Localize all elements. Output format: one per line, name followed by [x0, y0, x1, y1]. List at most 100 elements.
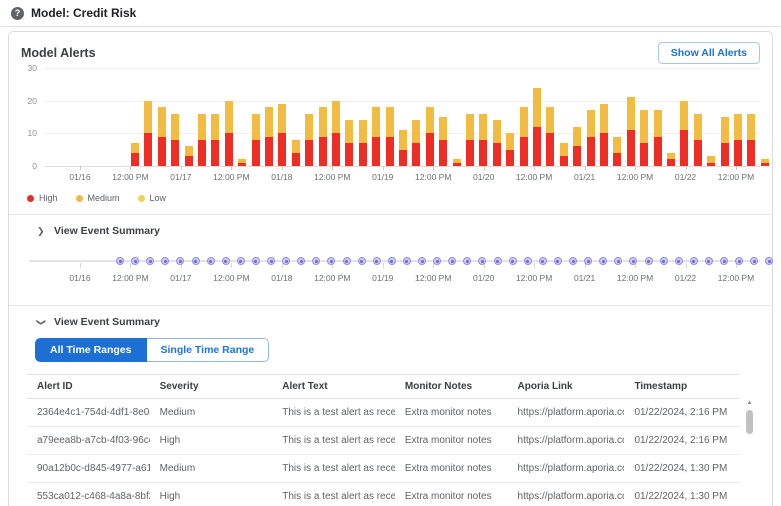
event-dot[interactable] [463, 257, 472, 265]
event-dot[interactable] [418, 257, 426, 265]
event-dot[interactable] [478, 257, 487, 265]
stacked-bar[interactable] [251, 113, 260, 166]
cell-aporia-link[interactable]: https://platform.aporia.com/acc [507, 454, 625, 483]
event-dot[interactable] [267, 257, 275, 265]
stacked-bar[interactable] [452, 159, 461, 166]
stacked-bar[interactable] [747, 113, 756, 166]
stacked-bar[interactable] [667, 152, 675, 166]
event-dot[interactable] [312, 257, 321, 265]
stacked-bar[interactable] [479, 113, 488, 166]
stacked-bar[interactable] [613, 136, 622, 166]
table-row[interactable]: 553ca012-c468-4a8a-8bf2-a367aHighThis is… [27, 482, 740, 506]
cell-aporia-link[interactable]: https://platform.aporia.com/acc [507, 482, 625, 506]
stacked-bar[interactable] [559, 143, 568, 166]
event-dot[interactable] [402, 257, 411, 265]
event-dot[interactable] [236, 257, 245, 265]
stacked-bar[interactable] [171, 113, 180, 166]
view-event-summary-collapsed-header[interactable]: ❯ View Event Summary [21, 215, 760, 243]
stacked-bar[interactable] [358, 120, 367, 166]
event-dot[interactable] [599, 257, 608, 265]
help-icon[interactable]: ? [11, 6, 24, 20]
event-dot[interactable] [161, 257, 170, 265]
table-scrollbar[interactable]: ▲ ▼ [745, 400, 754, 506]
cell-aporia-link[interactable]: https://platform.aporia.com/acc [507, 398, 625, 427]
stacked-bar[interactable] [720, 117, 729, 166]
event-dot[interactable] [614, 257, 623, 265]
table-row[interactable]: 2364e4c1-754d-4df1-8e0d-3bdatMediumThis … [27, 398, 740, 427]
stacked-bar[interactable] [265, 107, 273, 166]
stacked-bar[interactable] [492, 120, 501, 166]
stacked-bar[interactable] [345, 120, 354, 166]
event-dot[interactable] [282, 257, 291, 265]
stacked-bar[interactable] [425, 107, 434, 166]
event-dot[interactable] [674, 257, 683, 265]
view-event-summary-expanded-header[interactable]: ❯ View Event Summary [21, 306, 760, 334]
stacked-bar[interactable] [506, 133, 515, 166]
stacked-bar[interactable] [399, 130, 407, 166]
stacked-bar[interactable] [626, 97, 635, 166]
cell-aporia-link[interactable]: https://platform.aporia.com/acc [507, 426, 625, 455]
event-dot[interactable] [146, 257, 155, 265]
stacked-bar[interactable] [157, 107, 166, 166]
event-dot[interactable] [221, 257, 230, 265]
event-dot[interactable] [659, 257, 668, 265]
event-dot[interactable] [357, 257, 366, 265]
scrollbar-thumb[interactable] [746, 410, 753, 434]
stacked-bar[interactable] [385, 107, 394, 166]
stacked-bar[interactable] [224, 100, 233, 166]
event-dot[interactable] [297, 257, 306, 265]
stacked-bar[interactable] [305, 113, 314, 166]
event-dot[interactable] [644, 257, 653, 265]
event-dot[interactable] [629, 257, 638, 265]
stacked-bar[interactable] [144, 100, 153, 166]
event-dot[interactable] [720, 257, 728, 265]
event-dot[interactable] [206, 257, 215, 265]
event-dot[interactable] [433, 257, 442, 265]
event-dot[interactable] [448, 257, 457, 265]
stacked-bar[interactable] [734, 113, 742, 166]
event-dot[interactable] [131, 257, 140, 265]
stacked-bar[interactable] [586, 110, 595, 166]
event-dot[interactable] [750, 257, 759, 265]
stacked-bar[interactable] [332, 100, 340, 166]
stacked-bar[interactable] [519, 107, 528, 166]
tab-all-time-ranges[interactable]: All Time Ranges [35, 338, 147, 362]
event-dot[interactable] [508, 257, 517, 265]
stacked-bar[interactable] [760, 159, 769, 166]
event-dot[interactable] [493, 257, 502, 265]
stacked-bar[interactable] [238, 159, 247, 166]
event-dot[interactable] [689, 257, 698, 265]
stacked-bar[interactable] [278, 103, 287, 166]
event-dot[interactable] [553, 257, 562, 265]
show-all-alerts-button[interactable]: Show All Alerts [657, 41, 760, 64]
stacked-bar[interactable] [653, 110, 662, 166]
event-dot[interactable] [327, 257, 336, 265]
tab-single-time-range[interactable]: Single Time Range [146, 338, 270, 362]
stacked-bar[interactable] [466, 113, 474, 166]
stacked-bar[interactable] [600, 103, 608, 166]
event-dot[interactable] [176, 257, 185, 265]
scroll-up-icon[interactable]: ▲ [746, 400, 753, 406]
stacked-bar[interactable] [372, 107, 381, 166]
event-dot[interactable] [704, 257, 713, 265]
stacked-bar[interactable] [318, 107, 327, 166]
stacked-bar[interactable] [439, 117, 448, 166]
stacked-bar[interactable] [211, 113, 220, 166]
event-dot[interactable] [191, 257, 200, 265]
stacked-bar[interactable] [693, 113, 702, 166]
event-dot[interactable] [569, 257, 577, 265]
event-dot[interactable] [735, 257, 744, 265]
stacked-bar[interactable] [680, 100, 689, 166]
table-row[interactable]: 90a12b0c-d845-4977-a614-037aMediumThis i… [27, 454, 740, 483]
event-dot[interactable] [342, 257, 351, 265]
event-dot[interactable] [251, 257, 260, 265]
event-dot[interactable] [523, 257, 532, 265]
stacked-bar[interactable] [131, 143, 139, 166]
event-dot[interactable] [538, 257, 547, 265]
table-row[interactable]: a79eea8b-a7cb-4f03-96ce-60745HighThis is… [27, 426, 740, 455]
event-dot[interactable] [765, 257, 774, 265]
stacked-bar[interactable] [198, 113, 206, 166]
event-dot[interactable] [372, 257, 381, 265]
event-dot[interactable] [387, 257, 396, 265]
stacked-bar[interactable] [533, 87, 541, 166]
